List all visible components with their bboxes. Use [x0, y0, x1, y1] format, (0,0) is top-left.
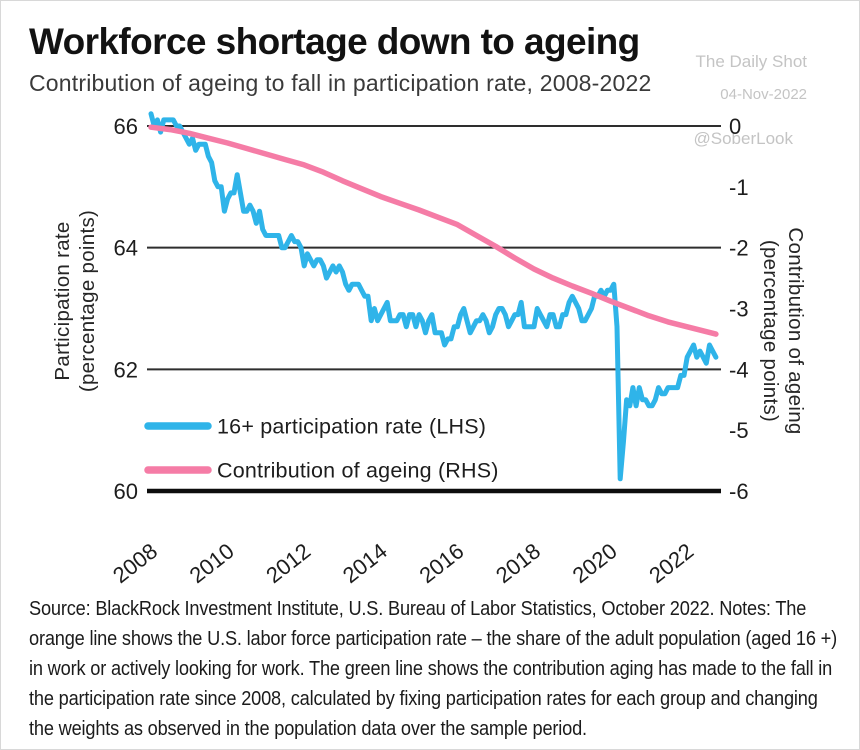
legend-label-participation-rate: 16+ participation rate (LHS) [217, 415, 486, 439]
right-axis-tick-label: -5 [729, 418, 749, 443]
chart-subtitle: Contribution of ageing to fall in partic… [29, 70, 652, 96]
x-axis-tick-label: 2016 [415, 538, 469, 588]
x-axis-tick-label: 2018 [491, 538, 545, 588]
x-axis-tick-label: 2022 [644, 538, 698, 588]
watermark-date: 04-Nov-2022 [720, 86, 807, 103]
right-axis-tick-label: -3 [729, 297, 749, 322]
right-axis-tick-label: -2 [729, 236, 749, 261]
left-axis-title-line2: (percentage points) [76, 210, 99, 392]
right-axis-tick-label: -1 [729, 175, 749, 200]
right-axis-tick-label: -6 [729, 479, 749, 504]
right-axis-tick-label: -4 [729, 357, 749, 382]
watermark-handle: @SoberLook [693, 129, 794, 148]
left-axis-title-line1: Participation rate [51, 221, 74, 380]
series-line-participation-rate [148, 111, 719, 482]
x-axis-tick-label: 2008 [108, 538, 162, 588]
watermark: The Daily Shot 04-Nov-2022 [696, 53, 808, 102]
right-axis-title-line1: Contribution of ageing [784, 227, 807, 434]
left-axis-tick-label: 60 [114, 479, 138, 504]
left-axis-tick-label: 64 [114, 236, 138, 261]
x-axis-tick-label: 2014 [338, 538, 392, 588]
x-axis-tick-label: 2020 [568, 538, 622, 588]
series-line-ageing-contribution [148, 124, 719, 337]
legend-label-ageing-contribution: Contribution of ageing (RHS) [217, 459, 499, 483]
source-note: Source: BlackRock Investment Institute, … [29, 598, 838, 740]
x-axis-tick-label: 2012 [261, 538, 315, 588]
left-axis-tick-label: 66 [114, 114, 138, 139]
chart-canvas: Participation rate (percentage points) C… [51, 111, 807, 588]
right-axis-title-line2: (percentage points) [759, 240, 782, 422]
x-axis-tick-label: 2010 [185, 538, 239, 588]
left-axis-tick-label: 62 [114, 357, 138, 382]
right-axis-tick-label: 0 [729, 114, 741, 139]
watermark-daily-shot: The Daily Shot [695, 52, 808, 71]
chart-title: Workforce shortage down to ageing [29, 21, 640, 62]
